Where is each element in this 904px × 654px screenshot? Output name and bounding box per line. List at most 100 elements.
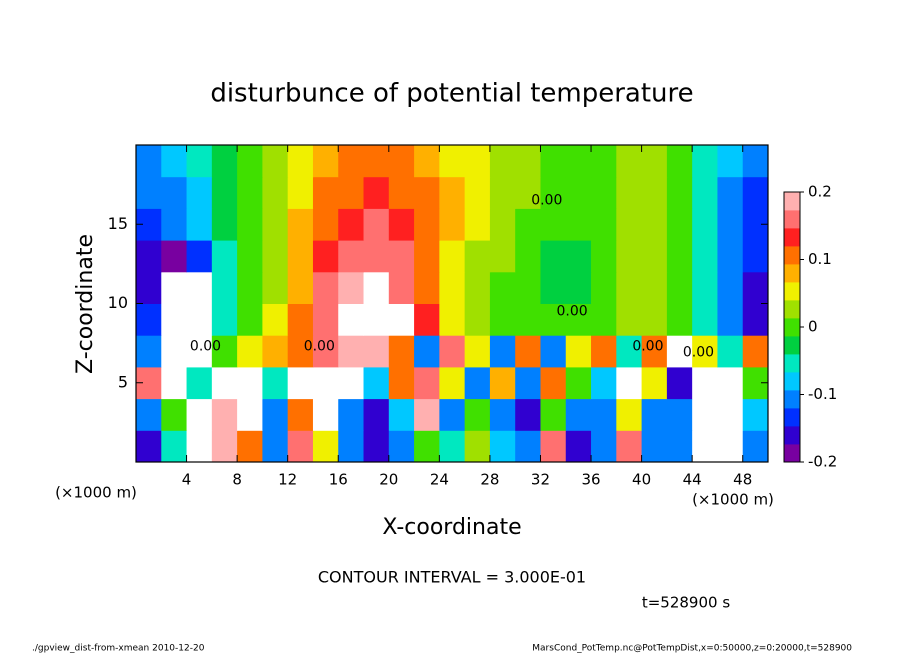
- heat-cell: [237, 366, 263, 400]
- heat-cell: [717, 303, 744, 336]
- contour-label: 0.00: [304, 338, 335, 354]
- heat-cell: [540, 430, 567, 463]
- colorbar-band: [784, 354, 800, 373]
- heat-cell: [338, 145, 365, 178]
- x-tick-label: 48: [733, 471, 752, 489]
- heat-cell: [211, 366, 238, 400]
- heat-cell: [287, 430, 314, 463]
- heat-cell: [742, 271, 769, 304]
- heat-cell: [692, 398, 718, 431]
- heat-cell: [515, 303, 541, 336]
- heat-cell: [515, 366, 541, 400]
- x-tick-label: 44: [683, 471, 702, 489]
- heat-cell: [186, 240, 213, 273]
- heat-cell: [388, 430, 415, 463]
- heat-cell: [692, 430, 718, 463]
- heat-cell: [591, 366, 617, 400]
- heat-cell: [616, 303, 643, 336]
- heat-cell: [641, 430, 668, 463]
- heat-cell: [414, 303, 440, 336]
- heat-cell: [515, 176, 541, 209]
- heat-cell: [287, 240, 314, 273]
- heat-cell: [262, 430, 289, 463]
- heat-cell: [464, 145, 491, 178]
- heat-cell: [363, 240, 390, 273]
- heat-cell: [464, 430, 491, 463]
- heat-cell: [565, 303, 592, 336]
- heat-cell: [464, 303, 491, 336]
- heat-cell: [414, 240, 440, 273]
- heat-cell: [312, 145, 339, 178]
- heat-cell: [515, 335, 541, 368]
- heat-cell: [161, 176, 188, 209]
- heat-cell: [262, 398, 289, 431]
- contour-label: 0.00: [531, 192, 562, 208]
- heat-cell: [515, 398, 541, 431]
- heat-cell: [388, 366, 415, 400]
- heat-cell: [186, 271, 213, 304]
- heat-cell: [414, 430, 440, 463]
- heat-cell: [692, 335, 718, 368]
- heat-cell: [287, 366, 314, 400]
- heat-cell: [363, 208, 390, 241]
- heat-cell: [742, 240, 769, 273]
- heat-cell: [489, 430, 516, 463]
- heat-cell: [666, 176, 693, 209]
- x-tick-label: 8: [232, 471, 242, 489]
- heat-cell: [692, 366, 718, 400]
- heat-cell: [666, 271, 693, 304]
- heat-cell: [641, 176, 668, 209]
- heat-cell: [717, 366, 744, 400]
- heat-cell: [464, 208, 491, 241]
- heat-cell: [388, 335, 415, 368]
- heat-cell: [641, 145, 668, 178]
- heat-cell: [414, 335, 440, 368]
- heat-cell: [540, 240, 567, 273]
- y-unit: (×1000 m): [55, 484, 137, 502]
- heat-cell: [211, 303, 238, 336]
- heat-cell: [363, 271, 390, 304]
- heat-cell: [211, 398, 238, 431]
- heat-cell: [312, 240, 339, 273]
- colorbar-band: [784, 246, 800, 265]
- heat-cell: [211, 145, 238, 178]
- colorbar-band: [784, 372, 800, 391]
- colorbar-band: [784, 336, 800, 355]
- colorbar-tick-label: -0.2: [808, 453, 837, 471]
- heat-cell: [641, 208, 668, 241]
- heat-cell: [742, 430, 769, 463]
- heat-cell: [312, 176, 339, 209]
- heat-cell: [161, 335, 188, 368]
- heat-cell: [616, 240, 643, 273]
- heat-cell: [464, 271, 491, 304]
- heat-cell: [717, 208, 744, 241]
- heat-cell: [287, 176, 314, 209]
- heat-cell: [616, 145, 643, 178]
- heat-cell: [312, 271, 339, 304]
- heat-cell: [489, 398, 516, 431]
- colorbar-tick-label: 0.2: [808, 183, 832, 201]
- heat-cell: [161, 240, 188, 273]
- y-axis-label: Z-coordinate: [73, 234, 98, 374]
- colorbar-band: [784, 408, 800, 427]
- heat-cell: [237, 208, 263, 241]
- heat-cell: [742, 303, 769, 336]
- heat-cell: [616, 366, 643, 400]
- heat-cell: [489, 240, 516, 273]
- heat-cell: [161, 145, 188, 178]
- heat-cell: [262, 366, 289, 400]
- contour-label: 0.00: [556, 303, 587, 319]
- heat-cell: [237, 430, 263, 463]
- heat-cell: [338, 366, 365, 400]
- heat-cell: [186, 303, 213, 336]
- heat-cell: [489, 271, 516, 304]
- x-tick-label: 16: [329, 471, 348, 489]
- heat-cell: [464, 335, 491, 368]
- heat-cell: [540, 176, 567, 209]
- heat-cell: [363, 430, 390, 463]
- heat-cell: [591, 208, 617, 241]
- heat-cell: [237, 398, 263, 431]
- heat-cell: [287, 335, 314, 368]
- heat-cell: [717, 271, 744, 304]
- heat-cell: [136, 303, 162, 336]
